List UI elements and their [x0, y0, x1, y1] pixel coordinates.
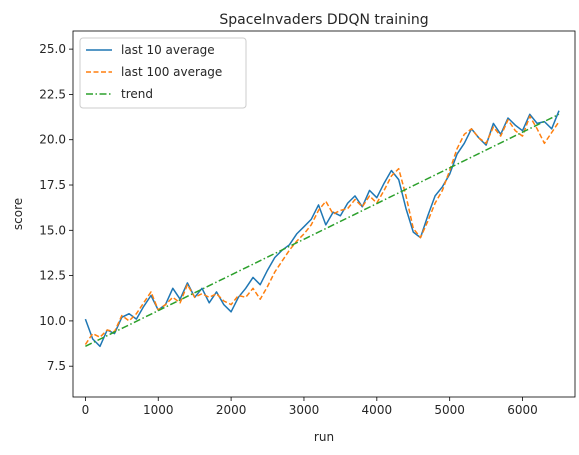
y-tick-label: 15.0: [39, 223, 66, 237]
x-tick-label: 1000: [143, 403, 174, 417]
plot-frame: [72, 30, 576, 398]
y-axis-ticks: 7.5 10.0 12.5 15.0 17.5 20.0 22.5 25.0: [39, 42, 73, 373]
legend-label-0: last 10 average: [121, 43, 215, 57]
x-tick-label: 2000: [216, 403, 247, 417]
x-tick-label: 6000: [507, 403, 538, 417]
chart-title: SpaceInvaders DDQN training: [219, 12, 428, 28]
x-tick-label: 0: [82, 403, 90, 417]
x-axis-label: run: [314, 430, 334, 444]
series-lines: [84, 110, 560, 348]
y-tick-label: 22.5: [39, 87, 66, 101]
legend-box: [79, 37, 247, 109]
y-tick-label: 12.5: [39, 269, 66, 283]
legend-label-1: last 100 average: [121, 65, 222, 79]
x-tick-label: 3000: [289, 403, 320, 417]
x-tick-label: 4000: [362, 403, 393, 417]
series-line-2: [85, 113, 560, 347]
series-line-0: [84, 110, 560, 348]
legend: last 10 average last 100 average trend: [79, 37, 247, 109]
x-tick-label: 5000: [434, 403, 465, 417]
y-tick-label: 7.5: [47, 359, 66, 373]
x-axis-ticks: 0 1000 2000 3000 4000 5000 6000: [82, 397, 538, 417]
y-axis-label: score: [11, 198, 25, 230]
y-tick-label: 17.5: [39, 178, 66, 192]
y-tick-label: 25.0: [39, 42, 66, 56]
legend-label-2: trend: [121, 87, 153, 101]
y-tick-label: 20.0: [39, 133, 66, 147]
series-line-1: [84, 115, 560, 345]
y-tick-label: 10.0: [39, 314, 66, 328]
